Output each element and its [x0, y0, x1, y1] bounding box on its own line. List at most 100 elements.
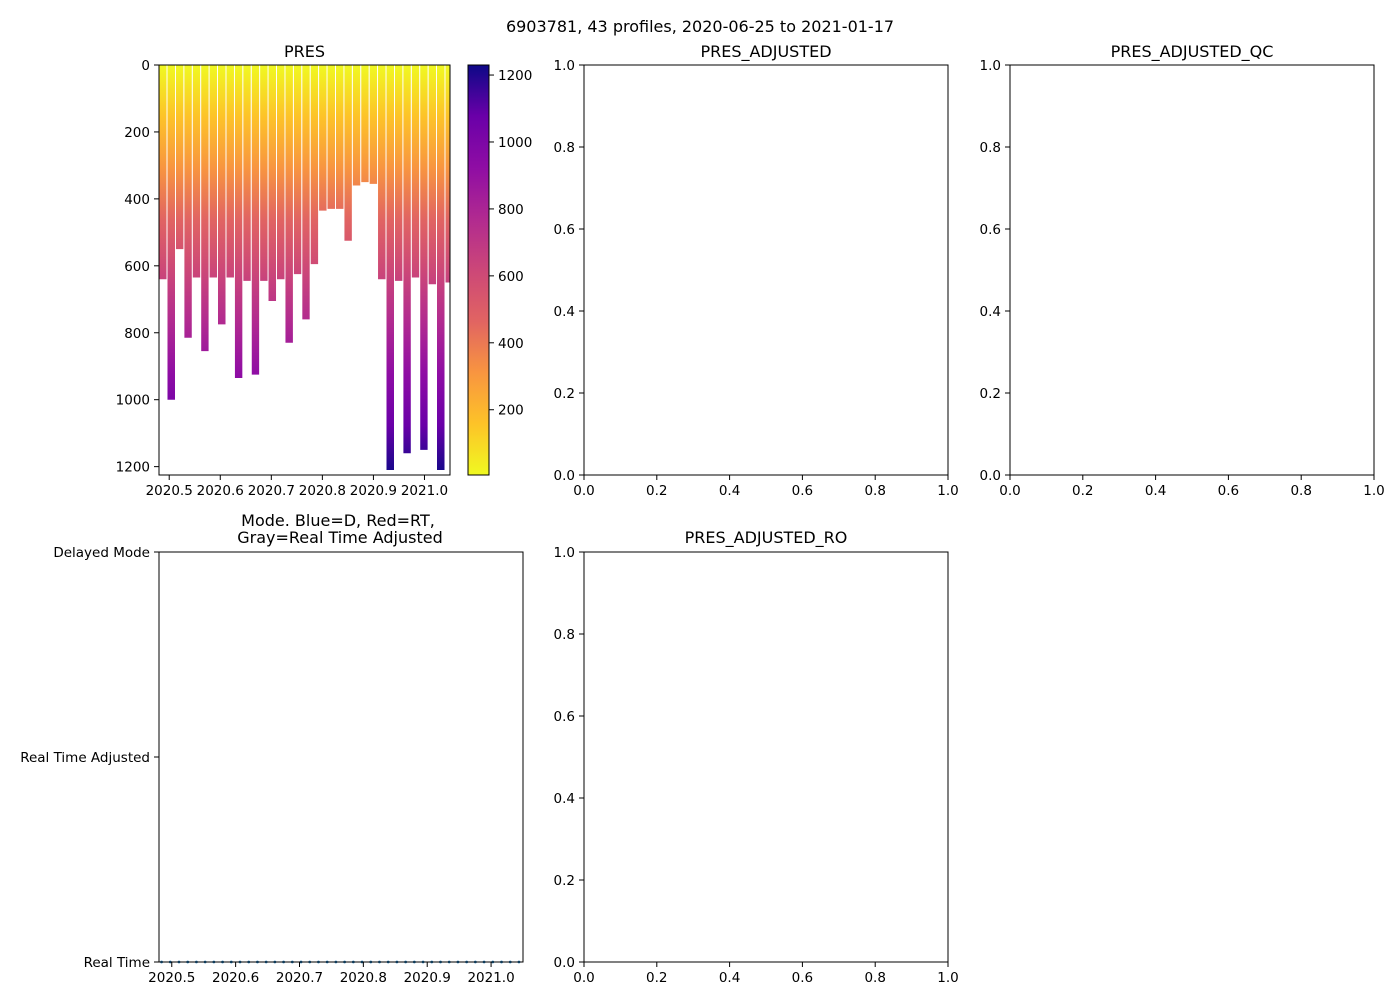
x-tick-label: 0.4	[719, 970, 740, 986]
y-tick-label: 0.4	[554, 304, 575, 320]
x-tick-label: 1.0	[937, 970, 958, 986]
x-tick-label: 2020.9	[404, 970, 451, 986]
pres-profile-column	[361, 65, 369, 183]
x-tick-label: 0.6	[792, 483, 813, 499]
pres-profile-column	[302, 65, 310, 320]
x-tick-label: 2020.8	[340, 970, 387, 986]
pres-profile-column	[175, 65, 184, 250]
x-tick-label: 1.0	[1363, 483, 1384, 499]
pres-adjusted-ro-axes-frame	[583, 551, 949, 963]
y-tick-label: 0.8	[980, 140, 1001, 156]
y-tick-label: 0.6	[554, 709, 575, 725]
y-tick-label: 0.0	[554, 955, 575, 971]
y-tick-label: 1000	[116, 393, 150, 409]
pres-adjusted-ro-y-axis: 0.0 0.2 0.4 0.6 0.8 1.0	[554, 545, 584, 971]
y-tick-label: 800	[124, 326, 150, 342]
pres-profile-column	[234, 65, 243, 378]
pres-profile-column	[260, 65, 268, 281]
pres-profile-column	[394, 65, 403, 281]
x-tick-label: 0.4	[1145, 483, 1166, 499]
x-tick-label: 0.8	[1290, 483, 1311, 499]
colorbar-tick-label: 800	[498, 202, 524, 218]
pres-colorbar-ticks: 200 400 600 800 1000 1200	[489, 68, 532, 419]
pres-profile-column	[436, 65, 445, 470]
pres-adjusted-ro-title: PRES_ADJUSTED_RO	[685, 528, 848, 548]
figure-suptitle: 6903781, 43 profiles, 2020-06-25 to 2021…	[506, 17, 894, 36]
pres-panel: PRES 2020.5 2020.6 2020.7 2020.8 2020.9 2021.…	[116, 42, 533, 499]
mode-title-line-2: Gray=Real Time Adjusted	[237, 528, 443, 547]
pres-adjusted-qc-title: PRES_ADJUSTED_QC	[1111, 42, 1274, 62]
mode-axes-frame	[158, 551, 524, 963]
pres-profile-column	[226, 65, 234, 278]
pres-profile-column	[243, 65, 251, 281]
pres-adjusted-qc-y-axis: 0.0 0.2 0.4 0.6 0.8 1.0	[980, 58, 1010, 484]
pres-adjusted-qc-panel: PRES_ADJUSTED_QC 0.0 0.2 0.4 0.6 0.8 1.0 0.00…	[980, 42, 1385, 499]
x-tick-label: 0.8	[864, 970, 885, 986]
x-tick-label: 0.8	[864, 483, 885, 499]
y-tick-label: 600	[124, 259, 150, 275]
x-tick-label: 2020.7	[248, 483, 295, 499]
y-tick-label: 1.0	[980, 58, 1001, 74]
y-tick-label: 0.0	[980, 468, 1001, 484]
pres-profile-column	[276, 65, 285, 280]
pres-profile-column	[184, 65, 192, 338]
pres-adjusted-qc-axes-frame	[1009, 64, 1375, 476]
y-tick-label: 0	[141, 58, 150, 74]
pres-profile-column	[344, 65, 352, 241]
pres-profile-column	[335, 65, 344, 209]
pres-profile-column	[445, 65, 450, 283]
x-tick-label: 0.0	[999, 483, 1020, 499]
mode-panel: Mode. Blue=D, Red=RT, Gray=Real Time Adj…	[20, 511, 524, 986]
x-tick-label: 1.0	[937, 483, 958, 499]
pres-profile-column	[327, 65, 336, 209]
y-tick-label: 400	[124, 192, 150, 208]
y-tick-label: 0.4	[980, 304, 1001, 320]
x-tick-label: 0.2	[646, 483, 667, 499]
pres-adjusted-ro-panel: PRES_ADJUSTED_RO 0.0 0.2 0.4 0.6 0.8 1.0 0.00…	[554, 528, 959, 986]
y-tick-label: 0.2	[980, 386, 1001, 402]
pres-profile-column	[285, 65, 293, 343]
x-tick-label: 2020.7	[276, 970, 323, 986]
pres-profile-column	[159, 65, 167, 280]
pres-profile-column	[293, 65, 302, 275]
pres-adjusted-title: PRES_ADJUSTED	[700, 42, 831, 62]
y-tick-label: 0.6	[554, 222, 575, 238]
mode-title-line-1: Mode. Blue=D, Red=RT,	[241, 511, 435, 530]
mode-y-axis: Real Time Real Time Adjusted Delayed Mode	[20, 545, 159, 971]
x-tick-label: 0.0	[573, 483, 594, 499]
y-tick-label: 1200	[116, 460, 150, 476]
y-tick-label: 0.2	[554, 873, 575, 889]
x-tick-label: 2020.5	[146, 483, 193, 499]
x-tick-label: 0.2	[1072, 483, 1093, 499]
pres-y-axis: 0 200 400 600 800 1000 1200	[116, 58, 159, 476]
x-tick-label: 2020.5	[148, 970, 195, 986]
x-tick-label: 0.6	[1218, 483, 1239, 499]
x-tick-label: 0.4	[719, 483, 740, 499]
pres-profile-column	[251, 65, 260, 375]
pres-profile-column	[201, 65, 209, 352]
colorbar-tick-label: 1000	[498, 135, 532, 151]
y-tick-label: 0.2	[554, 386, 575, 402]
pres-profile-column	[420, 65, 428, 450]
x-tick-label: 2021.0	[401, 483, 448, 499]
pres-profile-column	[268, 65, 277, 301]
x-tick-label: 0.6	[792, 970, 813, 986]
pres-adjusted-qc-x-axis: 0.0 0.2 0.4 0.6 0.8 1.0	[999, 475, 1385, 499]
pres-x-axis: 2020.5 2020.6 2020.7 2020.8 2020.9 2021.0	[146, 475, 448, 499]
pres-adjusted-y-axis: 0.0 0.2 0.4 0.6 0.8 1.0	[554, 58, 584, 484]
colorbar-tick-label: 1200	[498, 68, 532, 84]
y-tick-label: Real Time	[84, 955, 150, 971]
pres-profile-column	[369, 65, 378, 184]
colorbar-tick-label: 400	[498, 336, 524, 352]
y-tick-label: 200	[124, 125, 150, 141]
pres-profile-column	[167, 65, 176, 400]
pres-adjusted-axes-frame	[583, 64, 949, 476]
pres-profile-column	[209, 65, 218, 278]
colorbar-tick-label: 200	[498, 403, 524, 419]
y-tick-label: Delayed Mode	[53, 545, 150, 561]
pres-profile-column	[428, 65, 437, 285]
x-tick-label: 0.2	[646, 970, 667, 986]
x-tick-label: 2020.6	[212, 970, 259, 986]
pres-profile-column	[386, 65, 395, 470]
